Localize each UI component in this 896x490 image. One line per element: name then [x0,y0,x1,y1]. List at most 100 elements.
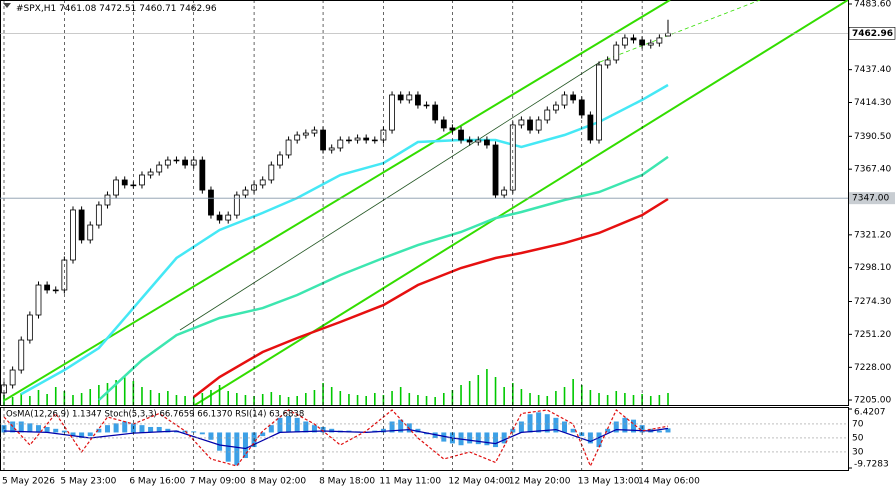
osma-bar [260,432,266,437]
volume-bar [287,397,290,405]
osma-bar [53,428,59,433]
osma-bar [527,414,533,433]
osma-bar [18,421,24,433]
osma-bar [191,431,197,433]
osma-bar [268,425,274,433]
volume-bar [279,395,281,405]
osma-bar [415,428,421,433]
osma-bar [225,432,231,462]
volume-bar [261,394,264,405]
volume-bar [80,393,83,405]
symbol-icon [3,3,11,8]
sub-y-tick-label: -9.7283 [854,460,889,470]
candle-body [518,119,525,126]
candle-body [311,129,318,134]
volume-bar [417,395,419,405]
candle-body [596,64,602,141]
osma-bar [553,417,559,433]
osma-bar [208,432,214,440]
osma-bar [536,412,542,433]
volume-bar [46,394,48,405]
candle-body [294,134,301,141]
volume-bar [201,393,204,405]
volume-bar [141,387,143,405]
volume-bar [537,395,540,405]
volume-bar [434,397,436,405]
x-tick-label: 6 May 16:00 [129,477,185,487]
y-tick-label: 7228.00 [854,363,891,373]
candle-body [9,369,16,386]
candle-body [285,139,292,156]
x-tick-label: 11 May 11:00 [379,477,441,487]
osma-bar [329,428,335,433]
volume-bar [624,393,626,405]
osma-bar [570,428,576,433]
osma-bar [104,425,110,433]
volume-bar [442,393,445,405]
candle-body [199,159,206,191]
volume-bar [468,381,471,405]
volume-bar [167,391,169,405]
osma-bar [113,423,119,433]
osma-bar [277,417,283,433]
y-tick-label: 7367.40 [854,165,891,175]
osma-bar [96,428,102,433]
osma-bar [10,421,16,433]
volume-bar [348,394,350,405]
volume-bar [89,389,92,405]
candle-body [466,139,473,143]
osma-bar [35,425,41,433]
candle-body [268,164,275,181]
volume-bar [606,395,609,405]
candle-body [363,137,370,141]
volume-bar [54,387,57,405]
osma-bar [70,432,76,437]
candle-body [630,37,637,41]
volume-bar [503,387,505,405]
x-tick-label: 14 May 06:00 [638,477,700,487]
volume-bar [667,393,669,405]
candle-body [561,94,568,106]
osma-bar [475,432,481,445]
volume-bar [632,395,635,405]
osma-bar [234,432,240,466]
candle-body [423,104,430,107]
current-price-label: 7462.96 [852,29,893,39]
candle-body [156,164,163,173]
level-label: 70 [852,419,864,429]
candle-body [44,284,51,291]
volume-bar [296,396,298,405]
candle-body [104,194,111,206]
osma-bar [303,421,309,433]
candle-body [492,144,499,196]
candle-body [656,37,663,44]
chart-header: #SPX,H1 7461.08 7472.51 7460.71 7462.96 [16,4,217,14]
main-frame [0,0,849,406]
osma-bar [380,428,386,433]
volume-bar [29,396,31,405]
volume-bar [408,393,411,405]
volume-bar [563,387,566,405]
candle-body [570,94,577,101]
volume-bar [72,395,74,405]
volume-bar [356,395,359,405]
volume-bar [494,377,497,405]
candle-body [18,339,25,371]
x-tick-label: 8 May 02:00 [250,477,306,487]
y-tick-label: 7298.10 [854,263,891,273]
osma-bar [44,426,50,433]
candle-body [397,94,404,101]
volume-bar [313,390,316,405]
candle-body [337,139,344,149]
volume-bar [649,396,652,405]
volume-bar [555,391,557,405]
volume-bar [374,393,376,405]
y-tick-label: 7483.60 [854,0,891,9]
osma-bar [122,421,128,433]
volume-bar [529,393,531,405]
trend-channel [4,0,848,405]
candle-body [242,189,249,196]
volume-bar [425,396,428,405]
osma-bar [398,419,404,433]
candle-body [458,129,464,141]
